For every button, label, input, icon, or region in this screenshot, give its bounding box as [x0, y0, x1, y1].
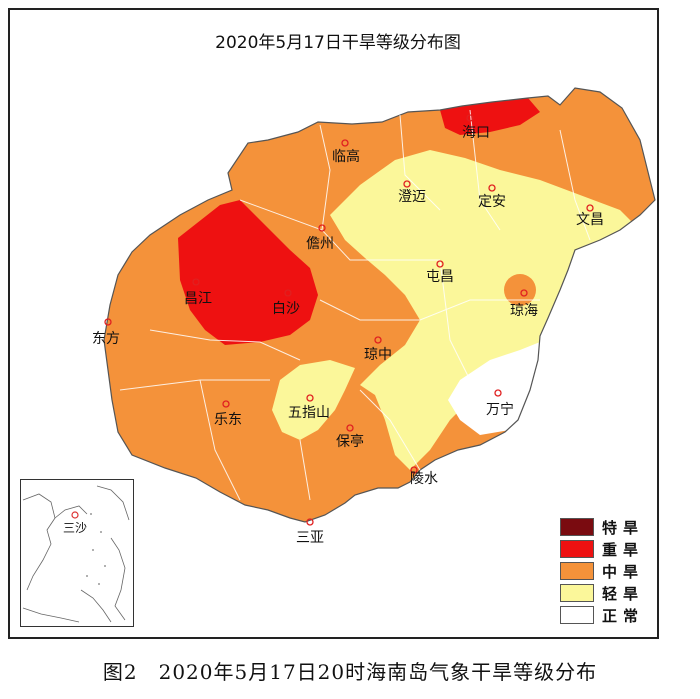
legend-swatch [560, 584, 594, 602]
legend-label: 中旱 [602, 562, 645, 581]
city-marker [284, 289, 292, 297]
sansha-inset-map: 三沙 [20, 479, 134, 627]
legend-label: 正常 [602, 606, 645, 625]
light-drought-zone-wuzhishan [272, 360, 355, 440]
city-label: 昌江 [184, 291, 212, 307]
city-label: 陵水 [410, 471, 438, 487]
legend-label: 重旱 [602, 540, 645, 559]
legend-swatch [560, 540, 594, 558]
light-drought-zone [330, 150, 640, 470]
city-label: 文昌 [576, 212, 604, 228]
city-marker [341, 139, 349, 147]
city-label: 三亚 [296, 530, 324, 546]
city-label: 屯昌 [426, 269, 454, 285]
legend: 特旱重旱中旱轻旱正常 [560, 516, 652, 626]
city-label: 海口 [462, 125, 490, 141]
city-marker [520, 289, 528, 297]
city-marker [306, 394, 314, 402]
city-markers [104, 114, 594, 526]
figure-caption: 图2 2020年5月17日20时海南岛气象干旱等级分布 [102, 660, 598, 684]
drought-zones [104, 88, 655, 522]
city-label: 白沙 [272, 301, 300, 317]
city-marker [318, 224, 326, 232]
moderate-drought-zone [104, 88, 655, 522]
sansha-inset-svg: 三沙 [22, 485, 130, 623]
legend-swatch [560, 606, 594, 624]
legend-item: 轻旱 [560, 582, 652, 604]
city-label: 东方 [92, 331, 120, 347]
city-marker [494, 389, 502, 397]
city-marker [104, 318, 112, 326]
city-marker [410, 466, 418, 474]
city-label: 琼中 [364, 347, 392, 363]
city-label: 五指山 [288, 405, 330, 421]
inset-label-sansha: 三沙 [63, 521, 87, 535]
city-marker [586, 204, 594, 212]
legend-item: 重旱 [560, 538, 652, 560]
city-label: 临高 [332, 148, 360, 165]
moderate-drought-qionghai [504, 274, 536, 306]
legend-item: 正常 [560, 604, 652, 626]
city-label: 琼海 [510, 303, 538, 319]
severe-drought-haikou [440, 98, 540, 135]
city-label: 保亭 [336, 433, 364, 450]
legend-label: 轻旱 [602, 584, 645, 603]
city-marker [436, 260, 444, 268]
city-marker [403, 180, 411, 188]
city-marker [192, 278, 200, 286]
normal-zone [448, 340, 545, 435]
city-label: 澄迈 [398, 189, 426, 205]
city-label: 万宁 [486, 401, 514, 418]
legend-item: 中旱 [560, 560, 652, 582]
legend-label: 特旱 [602, 518, 645, 537]
map-title: 2020年5月17日干旱等级分布图 [215, 33, 461, 53]
city-marker [306, 518, 314, 526]
city-marker [466, 114, 474, 122]
city-marker [222, 400, 230, 408]
city-label: 乐东 [214, 412, 242, 428]
legend-swatch [560, 562, 594, 580]
county-boundaries [119, 109, 591, 501]
island-outline [103, 87, 656, 523]
legend-item: 特旱 [560, 516, 652, 538]
city-marker [374, 336, 382, 344]
severe-drought-zone [178, 200, 318, 345]
city-marker [346, 424, 354, 432]
city-label: 定安 [478, 194, 506, 210]
legend-swatch [560, 518, 594, 536]
city-marker [488, 184, 496, 192]
city-label: 儋州 [306, 236, 334, 252]
